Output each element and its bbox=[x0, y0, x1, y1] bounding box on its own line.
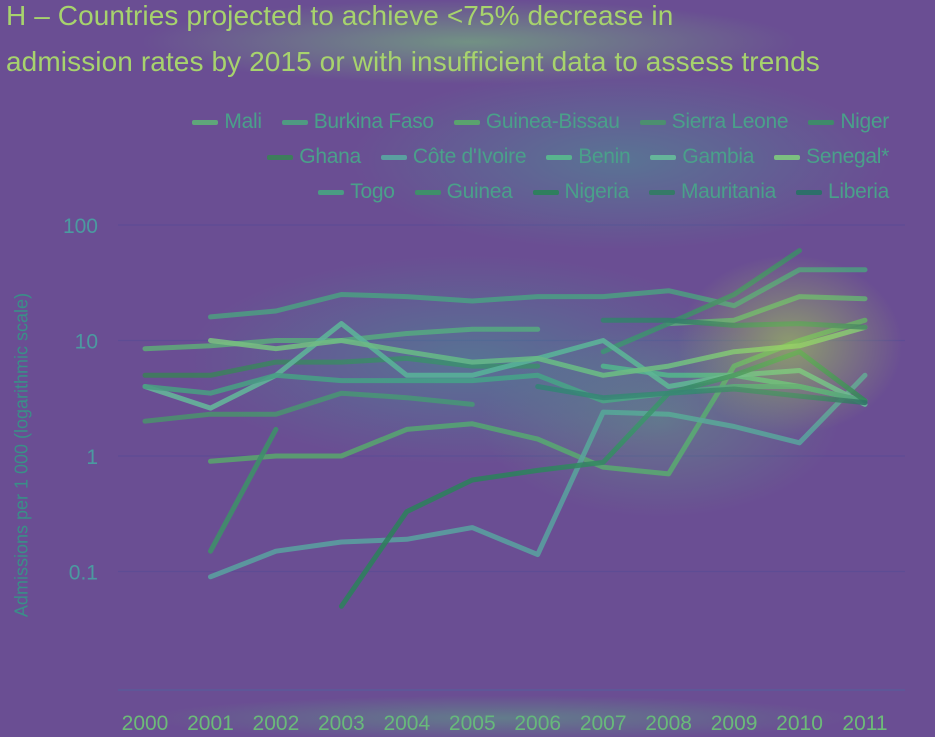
x-tick-2006: 2006 bbox=[514, 712, 561, 735]
y-tick-0-1: 0.1 bbox=[69, 562, 98, 585]
legend-swatch-burkina-faso bbox=[281, 119, 308, 125]
legend-item-guinea-bissau: Guinea-Bissau bbox=[453, 110, 620, 134]
legend-item-niger: Niger bbox=[808, 110, 889, 134]
legend-item-gambia: Gambia bbox=[650, 145, 754, 169]
legend-item-mali: Mali bbox=[192, 110, 262, 134]
legend-label-guinea: Guinea bbox=[446, 180, 513, 203]
legend-label-burkina-faso: Burkina Faso bbox=[313, 110, 434, 133]
y-tick-labels: 100 10 1 0.1 bbox=[63, 215, 98, 585]
x-tick-2004: 2004 bbox=[383, 712, 430, 735]
legend-item-togo: Togo bbox=[318, 180, 395, 204]
legend-swatch-guinea bbox=[414, 189, 441, 195]
line-guinea bbox=[208, 426, 279, 554]
series-guinea bbox=[208, 426, 279, 554]
legend-label-nigeria: Nigeria bbox=[564, 180, 630, 203]
legend-item-guinea: Guinea bbox=[414, 180, 513, 204]
legend-item-c-te-d-ivoire: Côte d'Ivoire bbox=[380, 145, 527, 169]
series-lines bbox=[142, 248, 868, 609]
chart-title-line-2: admission rates by 2015 or with insuffic… bbox=[6, 46, 820, 77]
legend-label-benin: Benin bbox=[578, 145, 631, 168]
legend-label-gambia: Gambia bbox=[682, 145, 755, 168]
legend-swatch-gambia bbox=[650, 154, 677, 160]
legend-item-senegal: Senegal* bbox=[774, 145, 889, 169]
x-tick-2003: 2003 bbox=[318, 712, 365, 735]
legend-label-niger: Niger bbox=[840, 110, 889, 133]
legend-label-c-te-d-ivoire: Côte d'Ivoire bbox=[412, 145, 527, 168]
chart-title-line-1: H – Countries projected to achieve <75% … bbox=[6, 0, 674, 31]
x-tick-2000: 2000 bbox=[122, 712, 169, 735]
legend-swatch-niger bbox=[808, 119, 835, 125]
x-tick-2005: 2005 bbox=[449, 712, 496, 735]
y-axis-label: Admissions per 1 000 (logarithmic scale) bbox=[11, 292, 32, 618]
x-tick-2007: 2007 bbox=[580, 712, 627, 735]
legend-item-burkina-faso: Burkina Faso bbox=[281, 110, 434, 134]
legend-swatch-mauritania bbox=[648, 189, 675, 195]
legend-swatch-ghana bbox=[267, 154, 294, 160]
legend-row-3: Togo Guinea Nigeria Mauritania Liberia bbox=[318, 180, 889, 204]
legend-swatch-senegal bbox=[774, 154, 801, 160]
legend-swatch-benin bbox=[546, 154, 573, 160]
legend-label-mauritania: Mauritania bbox=[680, 180, 777, 203]
legend-label-guinea-bissau: Guinea-Bissau bbox=[485, 110, 620, 133]
legend-item-benin: Benin bbox=[546, 145, 631, 169]
legend-swatch-togo bbox=[318, 189, 345, 195]
x-tick-2010: 2010 bbox=[776, 712, 823, 735]
legend-label-togo: Togo bbox=[350, 180, 395, 203]
x-tick-labels: 2000 2001 2002 2003 2004 2005 2006 2007 2008 2009… bbox=[122, 712, 888, 735]
legend-swatch-c-te-d-ivoire bbox=[380, 154, 407, 160]
line-niger bbox=[600, 248, 802, 355]
x-tick-2011: 2011 bbox=[842, 712, 887, 735]
x-tick-2009: 2009 bbox=[711, 712, 758, 735]
legend-row-1: Mali Burkina Faso Guinea-Bissau Sierra Leon… bbox=[192, 110, 889, 134]
legend-item-liberia: Liberia bbox=[796, 180, 889, 204]
legend: Mali Burkina Faso Guinea-Bissau Sierra Leon… bbox=[0, 110, 935, 210]
legend-swatch-liberia bbox=[796, 189, 823, 195]
legend-swatch-mali bbox=[192, 119, 219, 125]
legend-swatch-sierra-leone bbox=[639, 119, 666, 125]
x-tick-2001: 2001 bbox=[187, 712, 234, 735]
legend-label-sierra-leone: Sierra Leone bbox=[671, 110, 789, 133]
series-nigeria bbox=[338, 349, 868, 609]
legend-item-sierra-leone: Sierra Leone bbox=[639, 110, 789, 134]
legend-label-liberia: Liberia bbox=[828, 180, 889, 203]
legend-item-ghana: Ghana bbox=[267, 145, 361, 169]
line-sierra-leone bbox=[142, 390, 475, 424]
y-tick-100: 100 bbox=[63, 215, 98, 238]
legend-item-nigeria: Nigeria bbox=[532, 180, 630, 204]
legend-label-senegal: Senegal* bbox=[806, 145, 889, 168]
line-nigeria bbox=[338, 349, 868, 609]
series-niger bbox=[600, 248, 802, 355]
legend-item-mauritania: Mauritania bbox=[648, 180, 777, 204]
series-sierra-leone bbox=[142, 390, 475, 424]
x-tick-2002: 2002 bbox=[253, 712, 300, 735]
legend-swatch-nigeria bbox=[532, 189, 559, 195]
legend-label-mali: Mali bbox=[224, 110, 262, 133]
legend-swatch-guinea-bissau bbox=[453, 119, 480, 125]
legend-row-2: Ghana Côte d'Ivoire Benin Gambia Senegal* bbox=[267, 145, 889, 169]
x-tick-2008: 2008 bbox=[645, 712, 692, 735]
y-tick-10: 10 bbox=[75, 331, 98, 354]
y-tick-1: 1 bbox=[86, 446, 98, 469]
legend-label-ghana: Ghana bbox=[299, 145, 361, 168]
